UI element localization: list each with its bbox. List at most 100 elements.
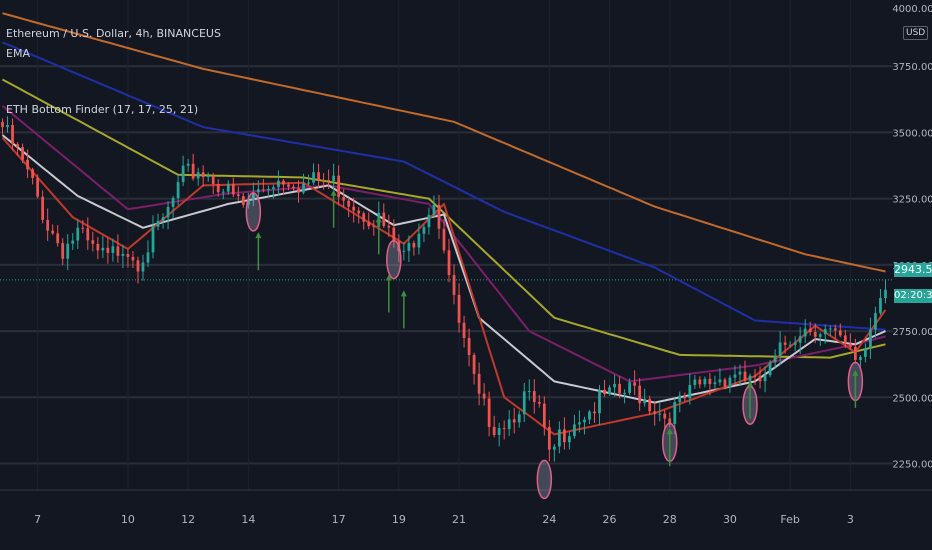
candle-body bbox=[181, 165, 185, 183]
candle-body bbox=[869, 329, 872, 349]
candle-body bbox=[241, 196, 245, 205]
candle-body bbox=[342, 197, 346, 201]
candle-body bbox=[81, 227, 85, 229]
candle-body bbox=[211, 175, 215, 184]
candle-body bbox=[708, 378, 712, 385]
currency-badge[interactable]: USD bbox=[903, 26, 929, 40]
candle-body bbox=[713, 382, 717, 385]
candle-body bbox=[668, 418, 672, 425]
candle-body bbox=[859, 356, 862, 360]
candles bbox=[1, 116, 887, 462]
candle-body bbox=[61, 243, 65, 259]
candle-body bbox=[793, 342, 797, 345]
price-tick-label: 2250.00 bbox=[892, 460, 932, 471]
time-tick-label: 21 bbox=[452, 513, 466, 526]
candle-body bbox=[452, 274, 456, 295]
candle-body bbox=[653, 411, 657, 414]
candle-body bbox=[683, 395, 687, 399]
candle-body bbox=[231, 183, 235, 195]
grid-lines bbox=[0, 0, 932, 491]
candle-body bbox=[56, 233, 60, 244]
candle-body bbox=[206, 175, 210, 177]
candle-body bbox=[507, 419, 511, 430]
candle-body bbox=[427, 214, 431, 228]
ema-legend[interactable]: EMA bbox=[6, 47, 30, 60]
candle-body bbox=[141, 262, 145, 272]
candle-body bbox=[412, 242, 416, 248]
candle-body bbox=[527, 391, 531, 393]
candle-body bbox=[86, 228, 90, 241]
bottom-finder-legend[interactable]: ETH Bottom Finder (17, 17, 25, 21) bbox=[6, 103, 199, 116]
signal-arrow-head bbox=[385, 274, 392, 281]
signal-arrow-head bbox=[255, 232, 262, 239]
candle-body bbox=[191, 163, 195, 179]
signal-arrow-head bbox=[666, 428, 673, 435]
candle-body bbox=[6, 124, 9, 128]
candle-body bbox=[91, 240, 95, 244]
candle-body bbox=[833, 328, 837, 331]
candle-body bbox=[884, 289, 887, 298]
candle-body bbox=[362, 213, 366, 222]
candle-body bbox=[864, 348, 867, 357]
candle-body bbox=[457, 294, 461, 323]
candle-body bbox=[643, 398, 647, 404]
candle-body bbox=[16, 144, 19, 147]
symbol-title[interactable]: Ethereum / U.S. Dollar, 4h, BINANCEUS bbox=[6, 27, 221, 40]
candle-body bbox=[698, 379, 702, 385]
time-tick-label: 28 bbox=[663, 513, 677, 526]
time-tick-label: 26 bbox=[603, 513, 617, 526]
candle-body bbox=[307, 182, 310, 184]
price-tick-label: 3250.00 bbox=[892, 195, 932, 206]
candle-body bbox=[608, 387, 611, 395]
time-tick-label: 12 bbox=[181, 513, 195, 526]
candle-body bbox=[613, 383, 616, 388]
candle-body bbox=[738, 371, 742, 375]
candle-body bbox=[563, 429, 566, 443]
candle-body bbox=[658, 413, 662, 415]
candle-body bbox=[728, 377, 732, 388]
candle-body bbox=[678, 395, 682, 403]
candle-body bbox=[688, 385, 692, 399]
candle-body bbox=[542, 403, 546, 428]
candle-body bbox=[552, 446, 556, 450]
time-axis[interactable]: 7 10 12 14 17 19 21 24 26 28 30 Feb 3 bbox=[34, 513, 854, 526]
candle-body bbox=[633, 382, 637, 386]
candle-body bbox=[41, 196, 45, 220]
candle-body bbox=[312, 172, 315, 183]
candle-body bbox=[648, 398, 652, 412]
candle-body bbox=[256, 189, 260, 193]
candle-body bbox=[131, 256, 135, 261]
candle-body bbox=[547, 427, 551, 450]
candle-body bbox=[693, 379, 697, 386]
candle-body bbox=[246, 199, 250, 205]
ema-line bbox=[2, 12, 886, 273]
candle-body bbox=[226, 183, 230, 192]
candle-body bbox=[703, 378, 707, 385]
time-tick-label: 14 bbox=[241, 513, 255, 526]
ema-line bbox=[1, 134, 886, 404]
candle-body bbox=[718, 379, 722, 383]
candle-body bbox=[743, 371, 747, 381]
candle-body bbox=[467, 338, 471, 355]
candle-body bbox=[638, 385, 642, 404]
candle-body bbox=[763, 375, 767, 382]
candle-body bbox=[874, 313, 877, 330]
signal-arrow-head bbox=[330, 189, 337, 196]
candle-body bbox=[588, 411, 591, 420]
candle-body bbox=[758, 375, 762, 382]
candle-body bbox=[843, 335, 847, 344]
price-tick-label: 3750.00 bbox=[892, 62, 932, 73]
price-axis[interactable]: 2250.002500.002750.003000.003250.003500.… bbox=[892, 4, 932, 471]
candle-body bbox=[176, 182, 180, 199]
candle-body bbox=[297, 188, 300, 193]
candle-body bbox=[477, 373, 481, 394]
candle-body bbox=[848, 343, 852, 347]
candle-body bbox=[462, 322, 466, 339]
candle-body bbox=[136, 260, 140, 272]
candle-body bbox=[26, 159, 29, 170]
candle-body bbox=[417, 233, 421, 248]
candle-body bbox=[618, 383, 621, 394]
candle-body bbox=[402, 250, 406, 252]
